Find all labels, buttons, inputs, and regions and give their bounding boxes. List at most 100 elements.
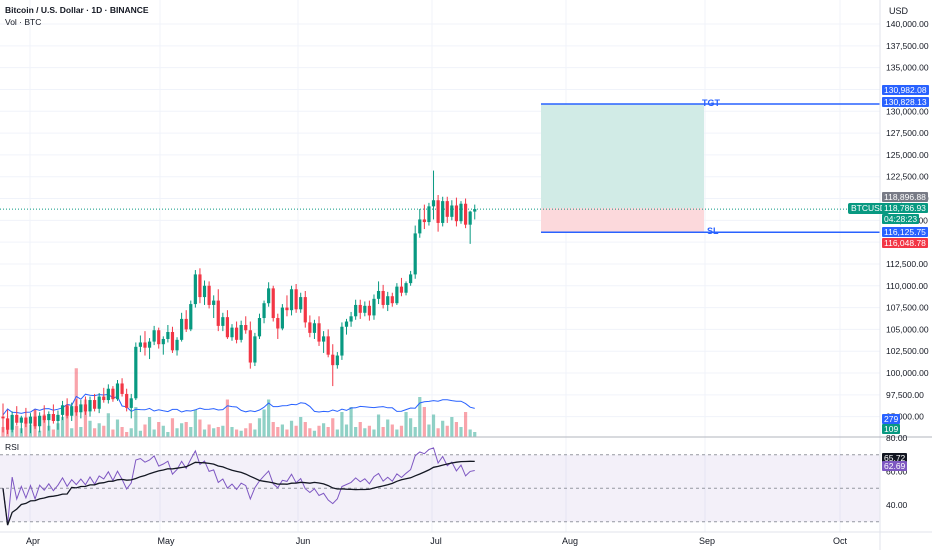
candle-body [257, 318, 262, 337]
grid [0, 0, 880, 532]
price-tick: 105,000.00 [886, 324, 929, 334]
volume-bar [331, 418, 335, 437]
volume-ma-line [2, 393, 475, 416]
candle-body [202, 285, 207, 298]
volume-bar [363, 428, 367, 437]
candle-body [216, 300, 220, 326]
volume-bar [422, 407, 426, 437]
volume-bar [473, 432, 477, 437]
volume-bar [24, 422, 28, 437]
volume-bar [285, 429, 289, 437]
candle-body [170, 331, 175, 351]
candle-body [102, 396, 106, 401]
candle-body [38, 415, 42, 427]
volume-bar [175, 428, 179, 437]
symbol-title[interactable]: Bitcoin / U.S. Dollar · 1D · BINANCE [5, 5, 149, 15]
price-tag: 116,125.75 [882, 227, 928, 237]
volume-bar [344, 424, 349, 437]
time-label: May [157, 536, 175, 546]
price-tick: 122,500.00 [886, 172, 929, 182]
rsi-legend[interactable]: RSI [5, 442, 20, 452]
price-tag: 116,048.78 [882, 238, 928, 248]
currency-label[interactable]: USD [889, 6, 909, 16]
candle-body [450, 205, 454, 217]
volume-bar [166, 432, 170, 437]
volume-bar [395, 429, 399, 437]
time-label: Jun [296, 536, 311, 546]
price-tick: 127,500.00 [886, 128, 929, 138]
candle-body [289, 289, 294, 311]
candles[interactable] [1, 170, 477, 435]
price-tick: 95,000.00 [886, 412, 924, 422]
candle-body [294, 289, 298, 310]
target-zone [541, 104, 704, 209]
volume-bar [88, 420, 92, 437]
rsi-pane[interactable] [0, 447, 880, 526]
candle-body [106, 388, 110, 401]
symbol-chip[interactable]: BTCUSD [848, 203, 889, 215]
candle-body [463, 203, 468, 225]
candle-body [120, 383, 124, 394]
candle-body [363, 305, 367, 313]
candle-body [70, 406, 74, 416]
volume-bar [15, 425, 19, 437]
candle-body [1, 416, 5, 419]
volume-bar [372, 429, 376, 437]
volume-bar [454, 422, 459, 437]
time-label: Jul [430, 536, 442, 546]
candle-body [454, 205, 459, 222]
volume-bar [152, 429, 156, 437]
price-tick: 97,500.00 [886, 390, 924, 400]
volume-bar [189, 427, 193, 437]
candle-body [83, 404, 88, 412]
volume-bar [427, 424, 431, 437]
target-label: TGT [702, 98, 720, 109]
candle-body [93, 400, 97, 409]
position-tool[interactable] [0, 103, 880, 234]
candle-body [143, 342, 147, 348]
volume-bar [322, 423, 326, 437]
price-tick: 135,000.00 [886, 63, 929, 73]
volume-bar [97, 423, 101, 437]
volume-bar [129, 428, 133, 437]
candle-body [42, 415, 46, 421]
volume-bar [459, 427, 463, 437]
candle-body [88, 400, 92, 412]
candle-body [212, 300, 216, 305]
volume-bar [399, 425, 404, 437]
price-tick: 137,500.00 [886, 41, 929, 51]
stop-loss-label: SL [707, 226, 719, 237]
volume-bar [276, 427, 280, 437]
candle-body [24, 417, 28, 424]
volume-bar [70, 428, 74, 437]
candle-body [344, 321, 349, 327]
volume-bar [125, 432, 129, 437]
volume-legend[interactable]: Vol · BTC [5, 17, 42, 27]
price-tick: 112,500.00 [886, 259, 928, 269]
candle-body [97, 396, 101, 409]
volume-bar [79, 427, 83, 437]
volume-bar [60, 417, 65, 437]
volume-bar [413, 427, 417, 437]
candle-body [198, 274, 202, 298]
candle-body [317, 323, 321, 342]
candle-body [468, 211, 472, 225]
candle-body [207, 285, 211, 305]
volume-bar [335, 429, 339, 437]
volume-bar [134, 407, 138, 437]
candle-body [349, 316, 353, 322]
volume-bar [280, 424, 284, 437]
price-tick: 100,000.00 [886, 368, 929, 378]
candle-body [441, 201, 445, 223]
time-label: Oct [833, 536, 848, 546]
candle-body [418, 219, 422, 234]
candle-body [115, 383, 120, 400]
candle-body [308, 322, 312, 333]
candle-body [358, 304, 362, 313]
candle-body [180, 318, 184, 340]
price-tick: 102,500.00 [886, 346, 929, 356]
volume-bar [409, 418, 413, 437]
candle-body [193, 274, 197, 305]
candle-body [129, 398, 133, 408]
